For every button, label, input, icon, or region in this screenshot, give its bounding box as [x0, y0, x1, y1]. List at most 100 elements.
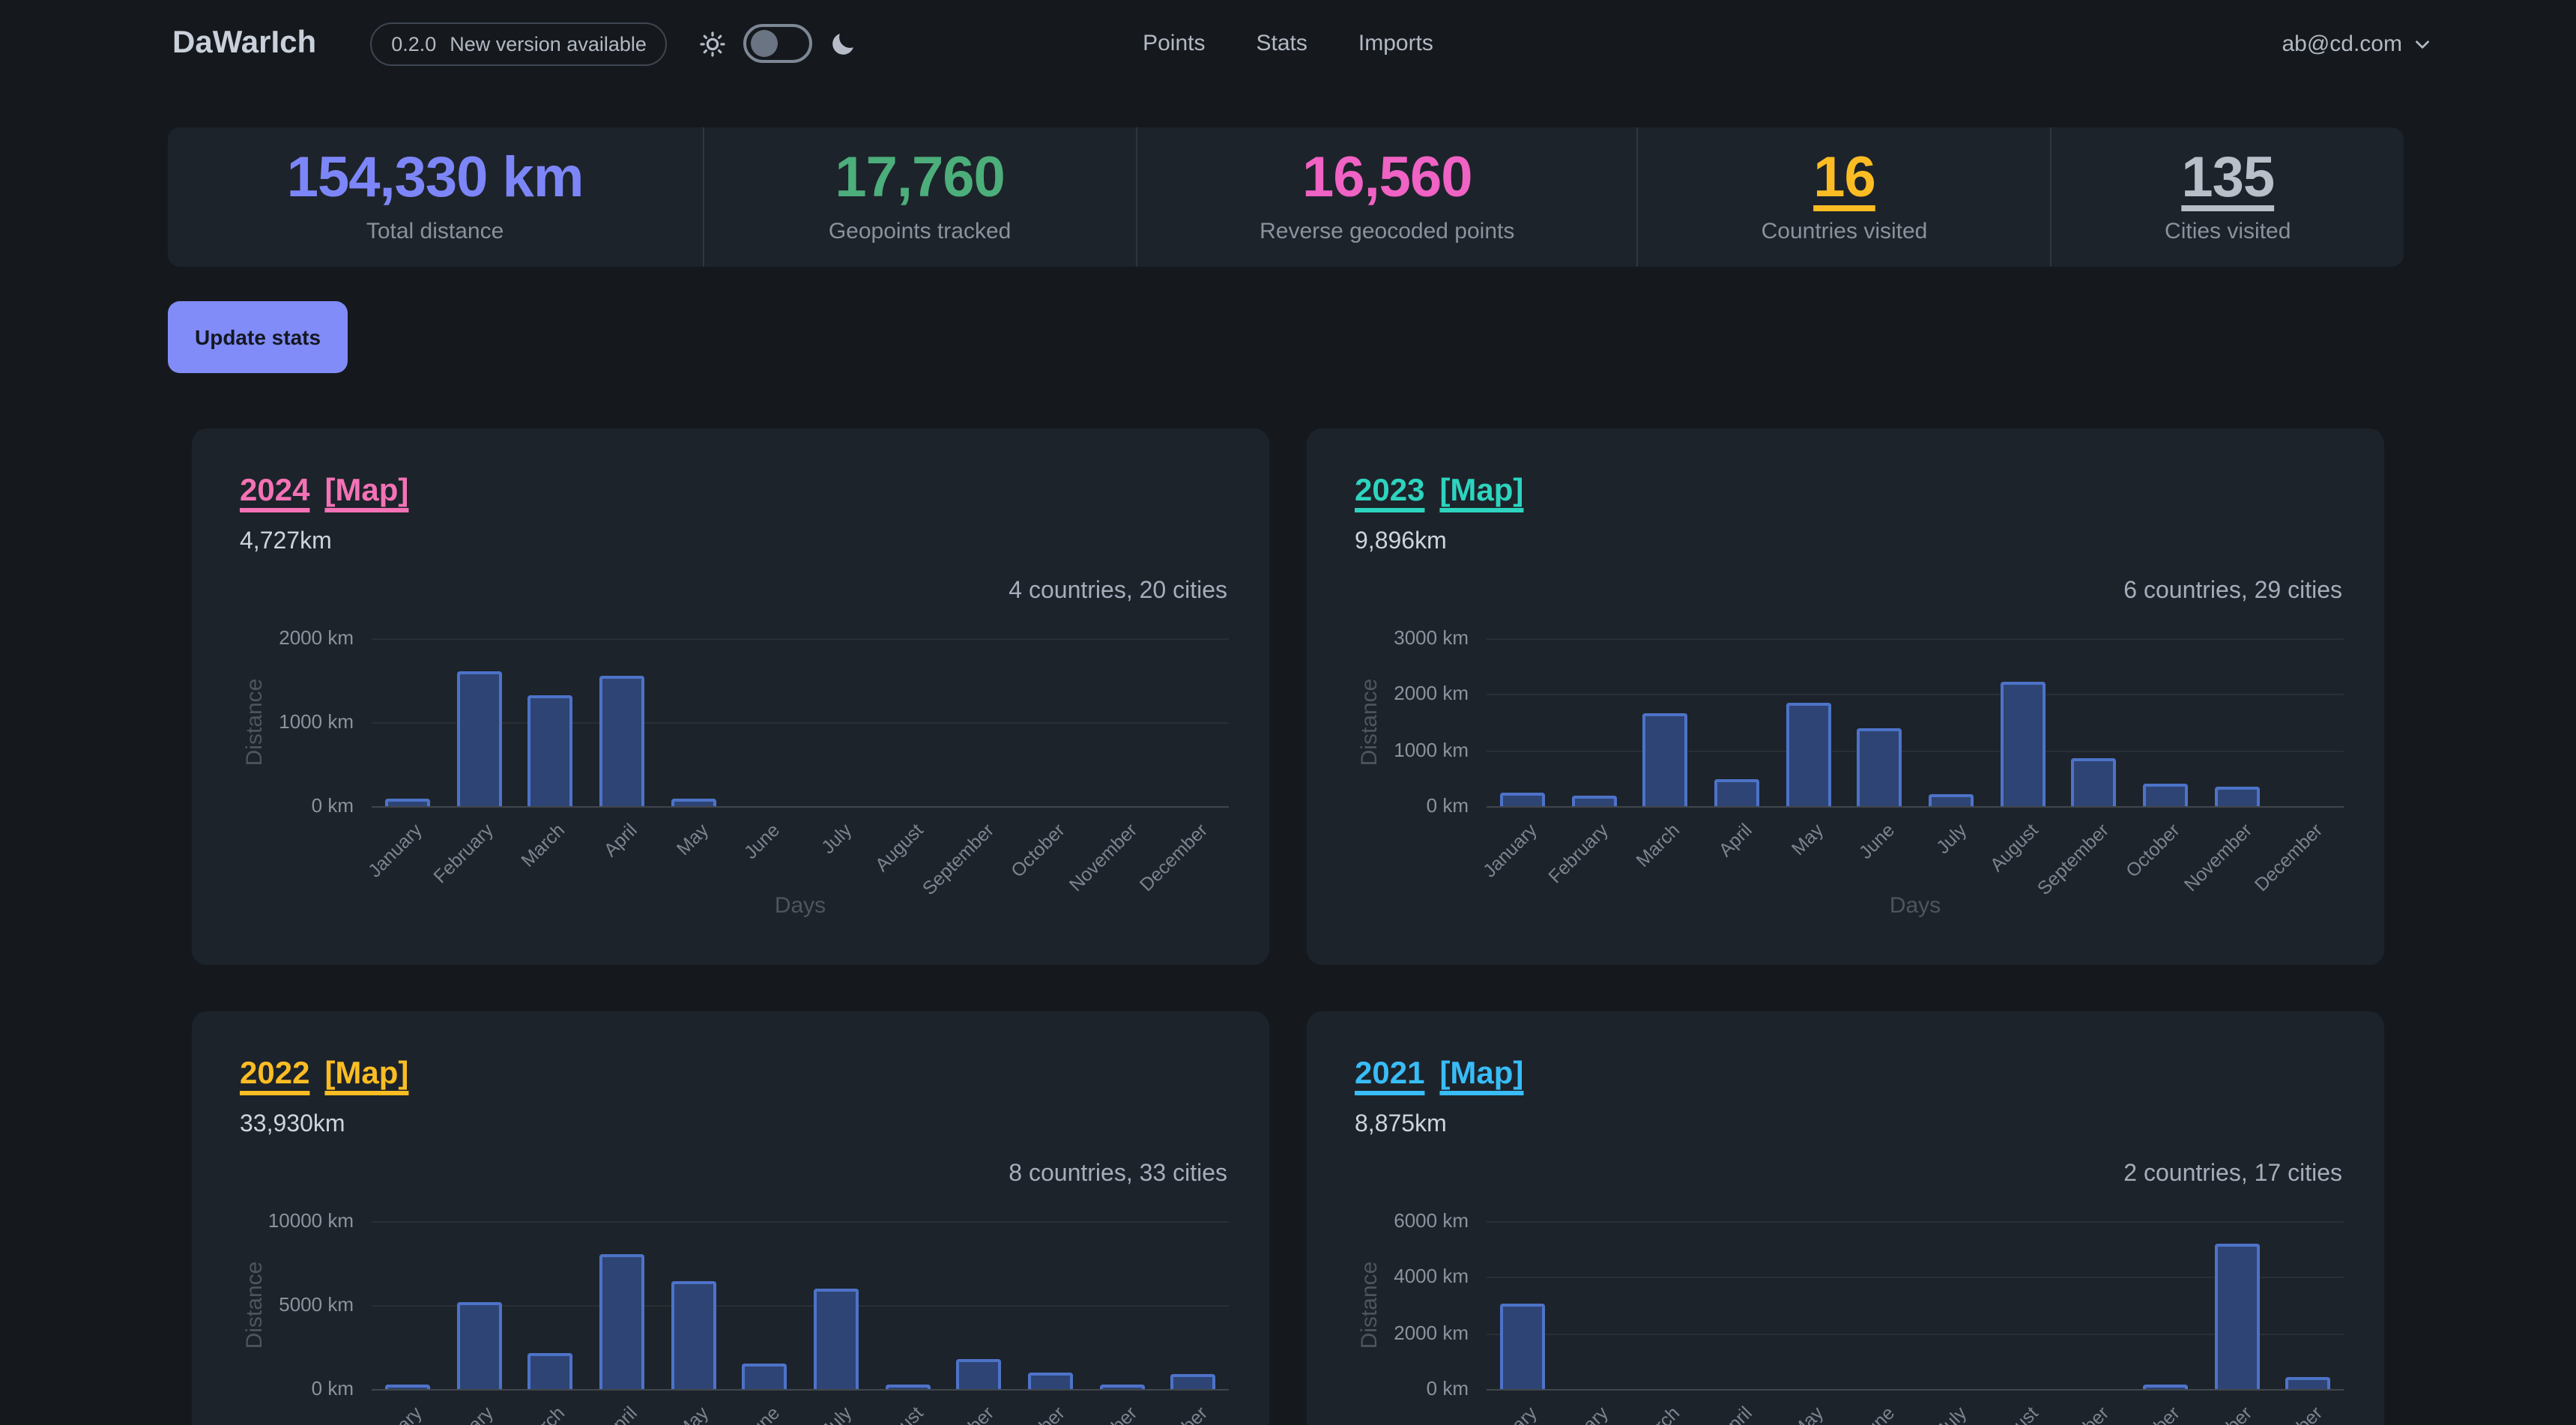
gridline — [1487, 638, 2344, 640]
x-axis-tick-label: November — [2180, 1403, 2255, 1425]
year-distance: 8,875km — [1355, 1112, 1447, 1137]
x-axis-tick-label: July — [817, 1403, 856, 1425]
stat-label: Cities visited — [2165, 219, 2291, 244]
gridline — [372, 638, 1229, 640]
year-link[interactable]: 2021 — [1355, 1056, 1425, 1091]
x-axis-tick-label: November — [2180, 820, 2256, 896]
stat-geopoints-tracked: 17,760 Geopoints tracked — [702, 127, 1136, 267]
chevron-down-icon — [2413, 34, 2432, 53]
x-axis-tick-label: October — [1007, 820, 1070, 882]
x-axis-tick-label: January — [365, 1403, 427, 1425]
x-axis-tick-label: June — [740, 1403, 784, 1425]
chart-bar — [1714, 778, 1759, 806]
stat-value: 16,560 — [1302, 147, 1472, 210]
x-axis-tick-label: June — [740, 820, 784, 864]
x-axis-tick-label: December — [2252, 1403, 2327, 1425]
y-axis-tick-label: 2000 km — [1394, 1321, 1469, 1344]
map-link[interactable]: [Map] — [1439, 474, 1524, 508]
user-menu[interactable]: ab@cd.com — [2282, 31, 2432, 56]
x-axis-tick-label: December — [2251, 820, 2328, 896]
nav-points[interactable]: Points — [1143, 31, 1206, 56]
sun-icon — [699, 29, 728, 58]
year-link[interactable]: 2024 — [240, 474, 310, 508]
chart-bar — [2214, 787, 2259, 806]
gridline — [1487, 750, 2344, 752]
chart-bar — [885, 1384, 930, 1389]
chart-bar — [456, 671, 501, 806]
y-axis-tick-label: 0 km — [311, 794, 354, 817]
year-card-title: 2024 [Map] — [240, 474, 408, 509]
year-distance: 4,727km — [240, 529, 332, 554]
stat-countries-visited: 16 Countries visited — [1636, 127, 2050, 267]
app-logo[interactable]: DaWarIch — [172, 25, 317, 60]
chart-bar — [1571, 795, 1616, 806]
nav-imports[interactable]: Imports — [1358, 31, 1433, 56]
chart-bar — [813, 1289, 859, 1389]
x-axis-tick-label: April — [1714, 820, 1756, 862]
x-axis-tick-label: May — [672, 1403, 713, 1425]
y-axis-tick-label: 2000 km — [1394, 682, 1469, 705]
user-email: ab@cd.com — [2282, 31, 2402, 56]
y-axis-tick-label: 1000 km — [279, 710, 354, 733]
x-axis-tick-label: July — [1932, 1403, 1971, 1425]
gridline — [1487, 1333, 2344, 1335]
x-axis-tick-label: August — [1985, 820, 2042, 876]
x-axis-tick-label: April — [599, 820, 641, 862]
year-distance: 9,896km — [1355, 529, 1447, 554]
x-axis-tick-label: February — [430, 1403, 498, 1425]
stat-value: 17,760 — [835, 147, 1005, 210]
nav-stats[interactable]: Stats — [1256, 31, 1307, 56]
x-axis-tick-label: September — [919, 1403, 998, 1425]
stat-reverse-geocoded: 16,560 Reverse geocoded points — [1136, 127, 1636, 267]
y-axis-title: Distance — [242, 678, 267, 766]
version-number: 0.2.0 — [391, 32, 437, 55]
x-axis-tick-label: May — [672, 820, 713, 860]
gridline — [372, 1221, 1229, 1223]
x-axis-tick-label: May — [1787, 820, 1827, 860]
x-axis-tick-label: November — [1065, 1403, 1140, 1425]
distance-bar-chart: 0 km 2000 km 4000 km 6000 km JanuaryFebruary… — [1307, 1011, 2384, 1425]
x-axis-tick-label: September — [918, 820, 999, 900]
chart-bar — [1857, 727, 1902, 806]
x-axis-tick-label: August — [870, 820, 927, 876]
x-axis-tick-label: October — [1008, 1403, 1070, 1425]
gridline — [372, 722, 1229, 724]
year-countries-cities: 4 countries, 20 cities — [1009, 578, 1227, 604]
cities-visited-link[interactable]: 135 — [2181, 147, 2275, 210]
map-link[interactable]: [Map] — [1439, 1056, 1524, 1091]
x-axis-title: Days — [1889, 893, 1941, 919]
theme-toggle[interactable] — [743, 24, 813, 63]
y-axis-title: Distance — [1357, 1261, 1382, 1349]
year-link[interactable]: 2023 — [1355, 474, 1425, 508]
countries-visited-link[interactable]: 16 — [1813, 147, 1876, 210]
map-link[interactable]: [Map] — [324, 474, 409, 508]
year-link[interactable]: 2022 — [240, 1056, 310, 1091]
y-axis-tick-label: 0 km — [311, 1377, 354, 1400]
y-axis-tick-label: 2000 km — [279, 626, 354, 649]
chart-bar — [384, 798, 430, 806]
gridline — [372, 806, 1229, 808]
year-card-title: 2021 [Map] — [1355, 1056, 1523, 1092]
gridline — [372, 1389, 1229, 1391]
year-card-2023: 2023 [Map] 9,896km 6 countries, 29 citie… — [1307, 429, 2384, 965]
x-axis-tick-label: March — [518, 1403, 569, 1425]
y-axis-title: Distance — [242, 1261, 267, 1349]
stat-label: Total distance — [366, 219, 504, 244]
header: DaWarIch 0.2.0 New version available — [0, 0, 2576, 87]
x-axis-tick-label: February — [1545, 820, 1613, 888]
chart-bar — [1499, 1304, 1545, 1389]
x-axis-tick-label: August — [871, 1403, 927, 1425]
y-axis-tick-label: 10000 km — [267, 1209, 354, 1232]
chart-bar — [671, 798, 716, 806]
map-link[interactable]: [Map] — [324, 1056, 409, 1091]
version-badge[interactable]: 0.2.0 New version available — [370, 22, 668, 65]
gridline — [1487, 694, 2344, 696]
x-axis-tick-label: December — [1137, 1403, 1212, 1425]
x-axis-tick-label: October — [2122, 820, 2185, 882]
x-axis-tick-label: November — [1065, 820, 1141, 896]
update-stats-button[interactable]: Update stats — [168, 301, 348, 373]
distance-bar-chart: 0 km 1000 km 2000 km 3000 km January February… — [1307, 429, 2384, 965]
year-card-title: 2022 [Map] — [240, 1056, 408, 1092]
year-distance: 33,930km — [240, 1112, 345, 1137]
chart-bar — [1027, 1373, 1073, 1389]
